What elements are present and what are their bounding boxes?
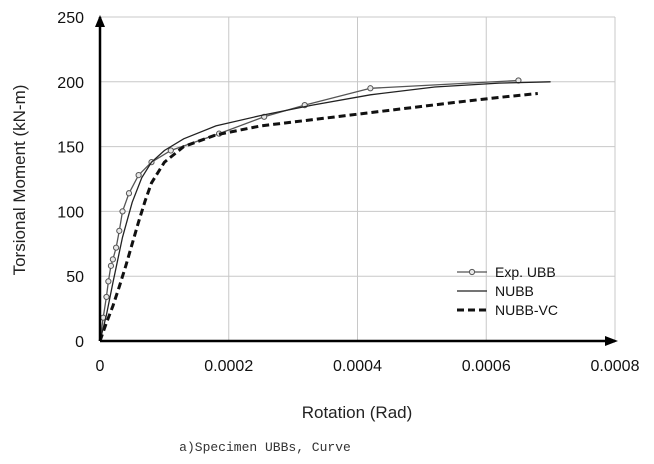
y-axis-arrow (95, 15, 105, 27)
y-tick-label: 100 (57, 204, 84, 221)
series-line-nubb-vc (98, 92, 538, 342)
data-point-marker (125, 190, 133, 197)
x-axis-arrow (605, 336, 618, 346)
data-point-marker (105, 278, 112, 285)
y-tick-label: 0 (75, 334, 84, 351)
data-point-marker (116, 227, 123, 234)
series-layer (98, 77, 551, 342)
data-point-marker (103, 293, 110, 301)
grid-lines (100, 16, 616, 341)
data-point-marker (135, 172, 142, 179)
legend-label: NUBB (495, 283, 534, 299)
legend-label: NUBB-VC (495, 302, 558, 318)
y-axis-title: Torsional Moment (kN-m) (10, 85, 29, 276)
legend-label: Exp. UBB (495, 264, 556, 280)
x-axis-title: Rotation (Rad) (302, 403, 413, 422)
y-tick-label: 250 (57, 10, 84, 27)
data-point-marker (109, 256, 116, 263)
legend-marker (468, 268, 476, 276)
series-line-nubb (99, 81, 551, 342)
data-point-marker (107, 262, 115, 269)
x-tick-label: 0.0004 (333, 358, 382, 375)
x-tick-label: 0 (96, 358, 105, 375)
legend: Exp. UBB NUBB NUBB-VC (457, 264, 558, 318)
data-point-marker (119, 208, 126, 215)
data-point-marker (167, 147, 174, 154)
x-tick-label: 0.0002 (204, 358, 253, 375)
y-tick-label: 150 (57, 140, 84, 157)
axes (95, 15, 618, 346)
x-tick-label: 0.0006 (462, 358, 511, 375)
tick-labels: 0 0.0002 0.0004 0.0006 0.0008 0 50 100 150 200 250 (57, 10, 639, 375)
figure-caption: a)Specimen UBBs, Curve (179, 440, 351, 455)
y-tick-label: 50 (66, 269, 84, 286)
x-tick-label: 0.0008 (591, 358, 640, 375)
y-tick-label: 200 (57, 75, 84, 92)
data-point-marker (112, 244, 120, 251)
data-point-marker (367, 85, 374, 92)
